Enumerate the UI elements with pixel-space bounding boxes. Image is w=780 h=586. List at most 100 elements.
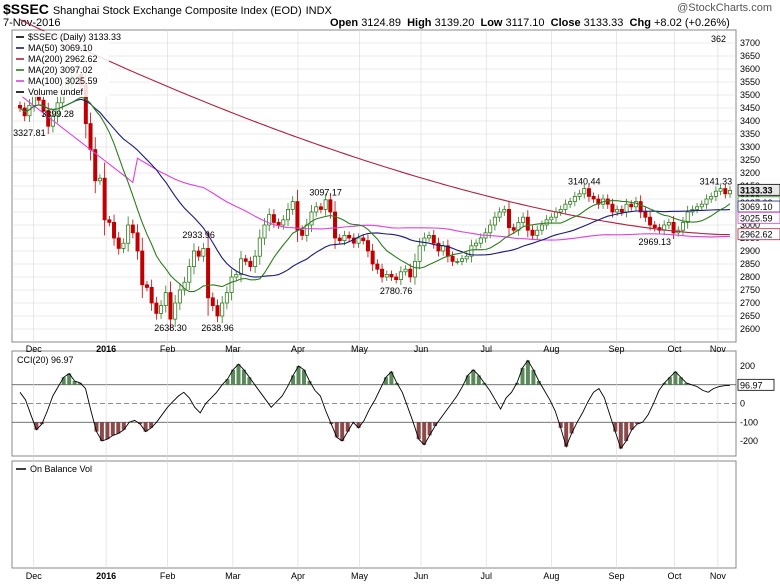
annotation-label: 3097.17	[309, 188, 342, 198]
exchange: INDX	[305, 5, 332, 17]
x-tick-label: Jun	[414, 571, 429, 581]
candle-body	[144, 284, 149, 288]
candle-body	[380, 268, 385, 278]
candle-body	[112, 221, 117, 239]
candle-body	[337, 237, 342, 241]
candle-body	[403, 268, 408, 273]
candle-body	[619, 208, 624, 213]
candle-body	[577, 193, 582, 197]
cci-legend-bg	[14, 354, 102, 366]
annotation-label: 3327.81	[13, 128, 46, 138]
candle-body	[558, 208, 563, 213]
candle-body	[723, 188, 728, 195]
panel-frame-3	[11, 460, 737, 569]
x-tick-label: Apr	[291, 571, 305, 581]
x-tick-label: Nov	[710, 571, 727, 581]
candle-body	[709, 195, 714, 200]
candle-body	[140, 250, 145, 286]
legend-ma100: MA(100) 3025.59	[28, 76, 98, 86]
candle-body	[121, 242, 126, 249]
cci-panel: 96.97 CCI(20) 96.97 On Balance Vol	[14, 354, 775, 474]
candle-body	[262, 224, 267, 239]
legend-price: $SSEC (Daily) 3133.33	[28, 32, 121, 42]
candle-body	[666, 221, 671, 226]
candle-body	[652, 224, 657, 228]
candle-body	[389, 273, 394, 278]
candle-body	[591, 195, 596, 200]
candle-body	[572, 195, 577, 202]
candle-body	[417, 245, 422, 262]
candle-body	[234, 273, 239, 278]
x-tick-label: Dec	[26, 344, 43, 354]
candle-body	[408, 268, 413, 278]
candle-body	[671, 221, 676, 234]
candle-body	[394, 276, 399, 280]
candle-body	[370, 250, 375, 265]
price-tick-label: 3350	[740, 129, 760, 139]
candle-body	[173, 302, 178, 320]
price-tick-label: 2650	[740, 311, 760, 321]
x-tick-label: Mar	[225, 571, 241, 581]
candle-body	[685, 211, 690, 223]
x-tick-label: Apr	[291, 344, 305, 354]
price-tick-label: 2700	[740, 298, 760, 308]
chg-label: Chg	[629, 17, 651, 29]
x-tick-label: 2016	[96, 344, 116, 354]
candle-body	[412, 260, 417, 278]
candle-body	[177, 289, 182, 304]
ma50-line	[19, 98, 731, 278]
price-tick-label: 3700	[740, 38, 760, 48]
x-tick-label: May	[351, 344, 369, 354]
cci-legend: CCI(20) 96.97	[17, 355, 74, 365]
x-tick-label: Nov	[710, 344, 727, 354]
x-tick-label: 2016	[96, 571, 116, 581]
candle-body	[215, 305, 220, 317]
candle-body	[243, 258, 248, 262]
x-tick-label: Aug	[543, 571, 559, 581]
candle-body	[107, 219, 112, 223]
candle-body	[568, 201, 573, 205]
candle-body	[525, 216, 530, 231]
cci-tag-box	[737, 378, 775, 391]
price-tick-label: 2800	[740, 272, 760, 282]
y-axis-ticks: 2600265027002750280028502900295030003050…	[740, 38, 760, 446]
legend-bg	[13, 31, 109, 97]
candle-body	[318, 206, 323, 210]
chart-title: $SSEC Shanghai Stock Exchange Composite …	[3, 1, 332, 17]
annotation-label: 2638.96	[201, 323, 234, 333]
candle-body	[191, 250, 196, 268]
price-tag-label: 3025.59	[740, 213, 773, 223]
candle-body	[624, 203, 629, 213]
legend-ma20: MA(20) 3097.02	[28, 65, 93, 75]
cci-positive-fill	[61, 360, 689, 385]
candle-body	[638, 201, 643, 213]
cut-label: 362	[711, 34, 726, 44]
candle-body	[450, 255, 455, 262]
price-annotations: 3327.81 3399.28 2638.30 2933.96 2638.96 3097.…	[13, 109, 732, 333]
candle-body	[220, 302, 225, 317]
candle-body	[544, 219, 549, 226]
candle-body	[455, 260, 460, 263]
close-value: 3133.33	[583, 17, 624, 29]
candle-body	[276, 221, 281, 226]
x-axis-labels: Dec Dec 2016 2016 Feb Feb Mar Mar Apr Apr May May Ju…	[26, 344, 727, 581]
price-tag-box	[737, 228, 780, 241]
candle-body	[643, 211, 648, 218]
candle-body	[102, 177, 107, 221]
candle-body	[610, 203, 615, 213]
candle-body	[469, 245, 474, 257]
annotation-label: 3399.28	[41, 109, 74, 119]
candle-body	[549, 216, 554, 221]
candle-body	[648, 216, 653, 226]
candle-body	[464, 255, 469, 260]
price-tick-label: 3450	[740, 103, 760, 113]
obv-legend: On Balance Vol	[30, 464, 92, 474]
price-tick-label: 3250	[740, 155, 760, 165]
cci-negative-fill	[34, 422, 640, 449]
x-tick-label: Jul	[480, 344, 492, 354]
legend-ma50: MA(50) 3069.10	[28, 43, 93, 53]
candle-body	[539, 224, 544, 231]
candle-body	[704, 198, 709, 205]
